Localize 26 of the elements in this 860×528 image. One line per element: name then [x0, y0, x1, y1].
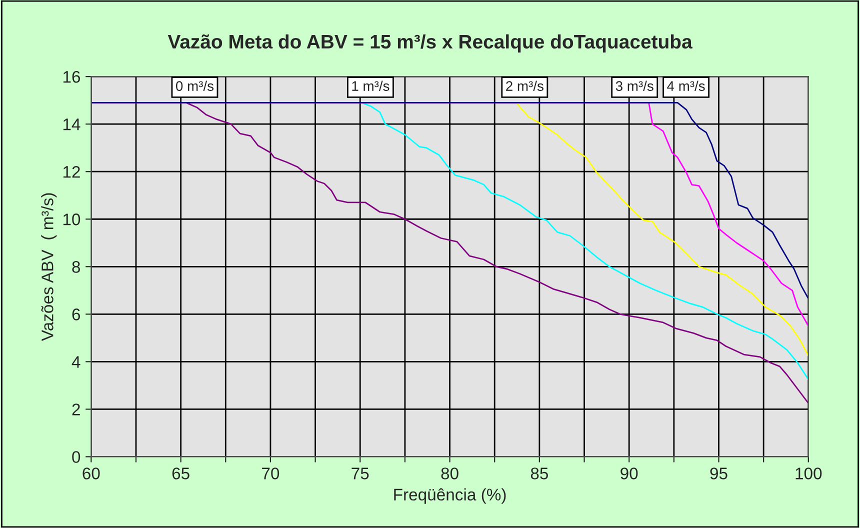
x-tick-label: 100 [796, 468, 822, 480]
y-axis-title: Vazões ABV ( m³/s) [41, 193, 57, 341]
y-tick-label: 6 [72, 308, 80, 320]
series-label: 1 m³/s [352, 80, 390, 91]
y-tick-label: 14 [63, 118, 80, 130]
x-tick-label: 60 [82, 468, 100, 480]
x-tick-label: 65 [172, 468, 190, 480]
series-label: 3 m³/s [616, 80, 654, 91]
series-label: 2 m³/s [506, 80, 544, 91]
y-tick-label: 2 [72, 404, 80, 416]
y-tick-label: 4 [72, 356, 80, 368]
y-tick-label: 0 [72, 451, 80, 463]
y-tick-label: 16 [63, 70, 80, 83]
chart-title: Vazão Meta do ABV = 15 m³/s x Recalque doTaquacetuba [168, 34, 692, 52]
x-tick-label: 80 [441, 468, 458, 480]
x-tick-label: 95 [710, 468, 728, 480]
y-tick-label: 10 [63, 214, 80, 226]
x-tick-label: 70 [262, 468, 280, 480]
y-tick-label: 8 [72, 261, 80, 273]
x-tick-label: 85 [530, 468, 548, 480]
x-tick-label: 90 [620, 468, 638, 480]
series-label: 4 m³/s [667, 80, 705, 91]
x-axis-title: Freqüência (%) [394, 488, 506, 504]
y-tick-label: 12 [63, 166, 80, 178]
series-label: 0 m³/s [176, 80, 214, 91]
x-tick-label: 75 [352, 468, 369, 480]
